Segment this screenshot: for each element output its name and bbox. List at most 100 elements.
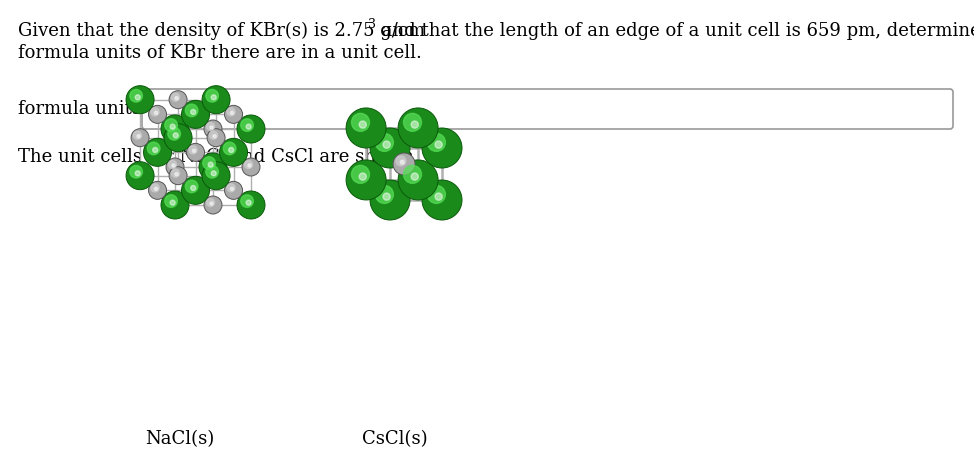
Circle shape (189, 146, 197, 154)
Circle shape (359, 173, 366, 180)
Circle shape (165, 195, 177, 207)
Circle shape (155, 187, 158, 190)
Circle shape (193, 149, 196, 152)
Circle shape (151, 108, 159, 116)
Circle shape (211, 171, 216, 176)
Circle shape (169, 91, 187, 109)
Circle shape (151, 184, 159, 192)
Circle shape (137, 134, 140, 138)
Circle shape (153, 148, 158, 152)
Circle shape (403, 113, 422, 131)
Circle shape (169, 160, 176, 169)
Circle shape (411, 173, 419, 180)
Circle shape (209, 131, 217, 139)
Circle shape (170, 200, 175, 205)
Circle shape (209, 126, 213, 129)
Text: The unit cells for NaCl and CsCl are shown.: The unit cells for NaCl and CsCl are sho… (18, 148, 420, 166)
Circle shape (246, 200, 251, 205)
Circle shape (181, 100, 209, 128)
Circle shape (398, 160, 438, 200)
Circle shape (206, 198, 214, 206)
Circle shape (191, 186, 196, 190)
Circle shape (135, 171, 140, 176)
Circle shape (181, 176, 209, 204)
Circle shape (148, 105, 167, 123)
Circle shape (352, 165, 369, 183)
Text: Given that the density of KBr(s) is 2.75 g/cm: Given that the density of KBr(s) is 2.75… (18, 22, 425, 40)
Circle shape (143, 138, 171, 166)
Circle shape (171, 164, 175, 167)
Circle shape (231, 187, 234, 190)
Circle shape (244, 160, 252, 169)
Circle shape (165, 119, 177, 132)
Circle shape (175, 96, 178, 100)
Circle shape (147, 142, 160, 155)
Circle shape (148, 181, 167, 199)
Circle shape (133, 131, 141, 139)
Circle shape (173, 133, 178, 138)
Circle shape (211, 95, 216, 100)
Circle shape (209, 202, 213, 205)
Circle shape (135, 95, 140, 100)
Circle shape (171, 169, 179, 177)
Circle shape (435, 141, 442, 148)
Circle shape (130, 89, 142, 102)
Circle shape (435, 193, 442, 200)
Circle shape (213, 134, 216, 138)
Circle shape (346, 108, 386, 148)
Circle shape (346, 160, 386, 200)
Circle shape (400, 160, 404, 164)
Circle shape (225, 181, 243, 199)
Circle shape (169, 167, 187, 185)
Circle shape (187, 143, 205, 161)
Circle shape (403, 165, 422, 183)
Circle shape (166, 158, 184, 176)
Circle shape (383, 193, 391, 200)
Circle shape (171, 93, 179, 101)
Circle shape (175, 172, 178, 176)
Circle shape (242, 158, 260, 176)
Circle shape (202, 86, 230, 114)
Circle shape (237, 191, 265, 219)
Circle shape (359, 121, 366, 128)
Circle shape (375, 133, 393, 151)
Circle shape (411, 121, 419, 128)
Circle shape (219, 138, 247, 166)
Circle shape (375, 185, 393, 204)
Circle shape (393, 153, 415, 175)
Circle shape (422, 180, 462, 220)
Circle shape (155, 111, 158, 115)
Circle shape (131, 129, 149, 147)
Circle shape (164, 124, 192, 152)
Circle shape (206, 89, 218, 102)
Circle shape (370, 128, 410, 168)
Circle shape (398, 108, 438, 148)
Circle shape (170, 124, 175, 129)
Circle shape (352, 113, 369, 131)
Circle shape (241, 195, 253, 207)
Circle shape (247, 164, 251, 167)
FancyBboxPatch shape (142, 89, 953, 129)
Circle shape (206, 122, 214, 131)
Circle shape (396, 156, 406, 166)
Circle shape (428, 185, 445, 204)
Circle shape (126, 162, 154, 190)
Circle shape (231, 111, 234, 115)
Circle shape (161, 115, 189, 143)
Circle shape (227, 108, 235, 116)
Text: 3: 3 (368, 18, 376, 31)
Circle shape (185, 104, 198, 117)
Circle shape (199, 153, 227, 181)
Circle shape (428, 133, 445, 151)
Circle shape (204, 120, 222, 138)
Circle shape (202, 162, 230, 190)
Circle shape (246, 124, 251, 129)
Circle shape (208, 162, 213, 167)
Circle shape (241, 119, 253, 132)
Text: CsCl(s): CsCl(s) (362, 430, 428, 448)
Circle shape (204, 196, 222, 214)
Circle shape (203, 157, 215, 169)
Text: NaCl(s): NaCl(s) (145, 430, 214, 448)
Circle shape (207, 129, 225, 147)
Circle shape (168, 127, 180, 140)
